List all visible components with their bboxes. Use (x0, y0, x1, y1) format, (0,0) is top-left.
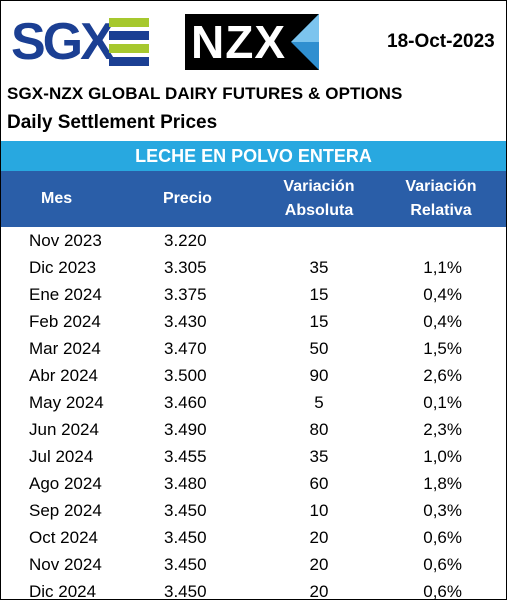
table-row: Oct 2024 3.450 20 0,6% (1, 524, 506, 551)
table-body: Nov 2023 3.220 Dic 2023 3.305 35 1,1% Ene 2024… (1, 227, 506, 600)
column-header-rel-line1: Variación (405, 178, 477, 195)
cell-month: May 2024 (29, 393, 104, 412)
table-row: Nov 2023 3.220 (1, 227, 506, 254)
cell-abs-change: 50 (309, 339, 329, 358)
sgx-logo-text: SGX (11, 13, 115, 71)
table-row: Jul 2024 3.455 35 1,0% (1, 443, 506, 470)
cell-rel-change: 0,3% (423, 501, 462, 520)
cell-month: Ene 2024 (29, 285, 102, 304)
product-banner: LECHE EN POLVO ENTERA (1, 141, 506, 171)
cell-abs-change: 5 (314, 393, 324, 412)
cell-rel-change: 0,1% (423, 393, 462, 412)
cell-abs-change: 20 (309, 528, 329, 547)
cell-abs-change: 15 (309, 312, 329, 331)
column-header-rel-line2: Relativa (410, 202, 472, 219)
cell-rel-change: 1,0% (423, 447, 462, 466)
cell-rel-change: 0,4% (423, 285, 462, 304)
cell-month: Jul 2024 (29, 447, 94, 466)
cell-month: Nov 2023 (29, 231, 102, 250)
cell-month: Abr 2024 (29, 366, 98, 385)
cell-rel-change: 0,6% (423, 555, 462, 574)
cell-price: 3.480 (164, 474, 207, 493)
report-date: 18-Oct-2023 (387, 31, 495, 52)
table-row: Ago 2024 3.480 60 1,8% (1, 470, 506, 497)
nzx-logo-text: NZX (191, 16, 286, 68)
table-row: Feb 2024 3.430 15 0,4% (1, 308, 506, 335)
cell-month: Sep 2024 (29, 501, 102, 520)
cell-abs-change: 10 (309, 501, 329, 520)
cell-price: 3.450 (164, 501, 207, 520)
table-row: May 2024 3.460 5 0,1% (1, 389, 506, 416)
table-row: Abr 2024 3.500 90 2,6% (1, 362, 506, 389)
table-header: Mes Precio Variación Absoluta Variación … (1, 171, 506, 227)
cell-month: Feb 2024 (29, 312, 101, 331)
cell-price: 3.220 (164, 231, 207, 250)
cell-month: Nov 2024 (29, 555, 102, 574)
cell-price: 3.430 (164, 312, 207, 331)
sgx-logo: SGX (11, 13, 151, 71)
table-row: Mar 2024 3.470 50 1,5% (1, 335, 506, 362)
cell-price: 3.500 (164, 366, 207, 385)
cell-price: 3.460 (164, 393, 207, 412)
column-header-abs-line2: Absoluta (284, 202, 354, 219)
cell-price: 3.450 (164, 582, 207, 600)
nzx-logo: NZX (185, 14, 319, 70)
table-row: Jun 2024 3.490 80 2,3% (1, 416, 506, 443)
cell-month: Mar 2024 (29, 339, 101, 358)
cell-abs-change: 80 (309, 420, 329, 439)
cell-price: 3.375 (164, 285, 207, 304)
cell-rel-change: 1,1% (423, 258, 462, 277)
sgx-logo-bars-icon (109, 18, 149, 66)
cell-abs-change: 15 (309, 285, 329, 304)
cell-price: 3.455 (164, 447, 207, 466)
cell-abs-change: 35 (309, 447, 329, 466)
table-row: Ene 2024 3.375 15 0,4% (1, 281, 506, 308)
cell-rel-change: 2,3% (423, 420, 462, 439)
cell-rel-change: 1,5% (423, 339, 462, 358)
cell-abs-change: 60 (309, 474, 329, 493)
table-row: Dic 2024 3.450 20 0,6% (1, 578, 506, 600)
cell-price: 3.470 (164, 339, 207, 358)
cell-abs-change: 35 (309, 258, 329, 277)
table-row: Dic 2023 3.305 35 1,1% (1, 254, 506, 281)
cell-price: 3.450 (164, 555, 207, 574)
cell-month: Dic 2023 (29, 258, 97, 277)
column-header-precio: Precio (163, 190, 212, 207)
cell-price: 3.450 (164, 528, 207, 547)
cell-month: Dic 2024 (29, 582, 97, 600)
cell-rel-change: 0,6% (423, 528, 462, 547)
cell-rel-change: 0,6% (423, 582, 462, 600)
column-header-abs-line1: Variación (283, 178, 355, 195)
table-row: Sep 2024 3.450 10 0,3% (1, 497, 506, 524)
cell-month: Oct 2024 (29, 528, 98, 547)
cell-price: 3.305 (164, 258, 207, 277)
cell-abs-change: 90 (309, 366, 329, 385)
cell-rel-change: 1,8% (423, 474, 462, 493)
cell-abs-change: 20 (309, 555, 329, 574)
nzx-logo-triangle-icon (291, 14, 319, 70)
report-subtitle: Daily Settlement Prices (7, 112, 218, 133)
cell-abs-change: 20 (309, 582, 329, 600)
cell-rel-change: 2,6% (423, 366, 462, 385)
report-title: SGX-NZX GLOBAL DAIRY FUTURES & OPTIONS (7, 84, 403, 103)
cell-price: 3.490 (164, 420, 207, 439)
cell-month: Jun 2024 (29, 420, 99, 439)
cell-month: Ago 2024 (29, 474, 102, 493)
column-header-mes: Mes (41, 190, 73, 207)
table-row: Nov 2024 3.450 20 0,6% (1, 551, 506, 578)
cell-rel-change: 0,4% (423, 312, 462, 331)
